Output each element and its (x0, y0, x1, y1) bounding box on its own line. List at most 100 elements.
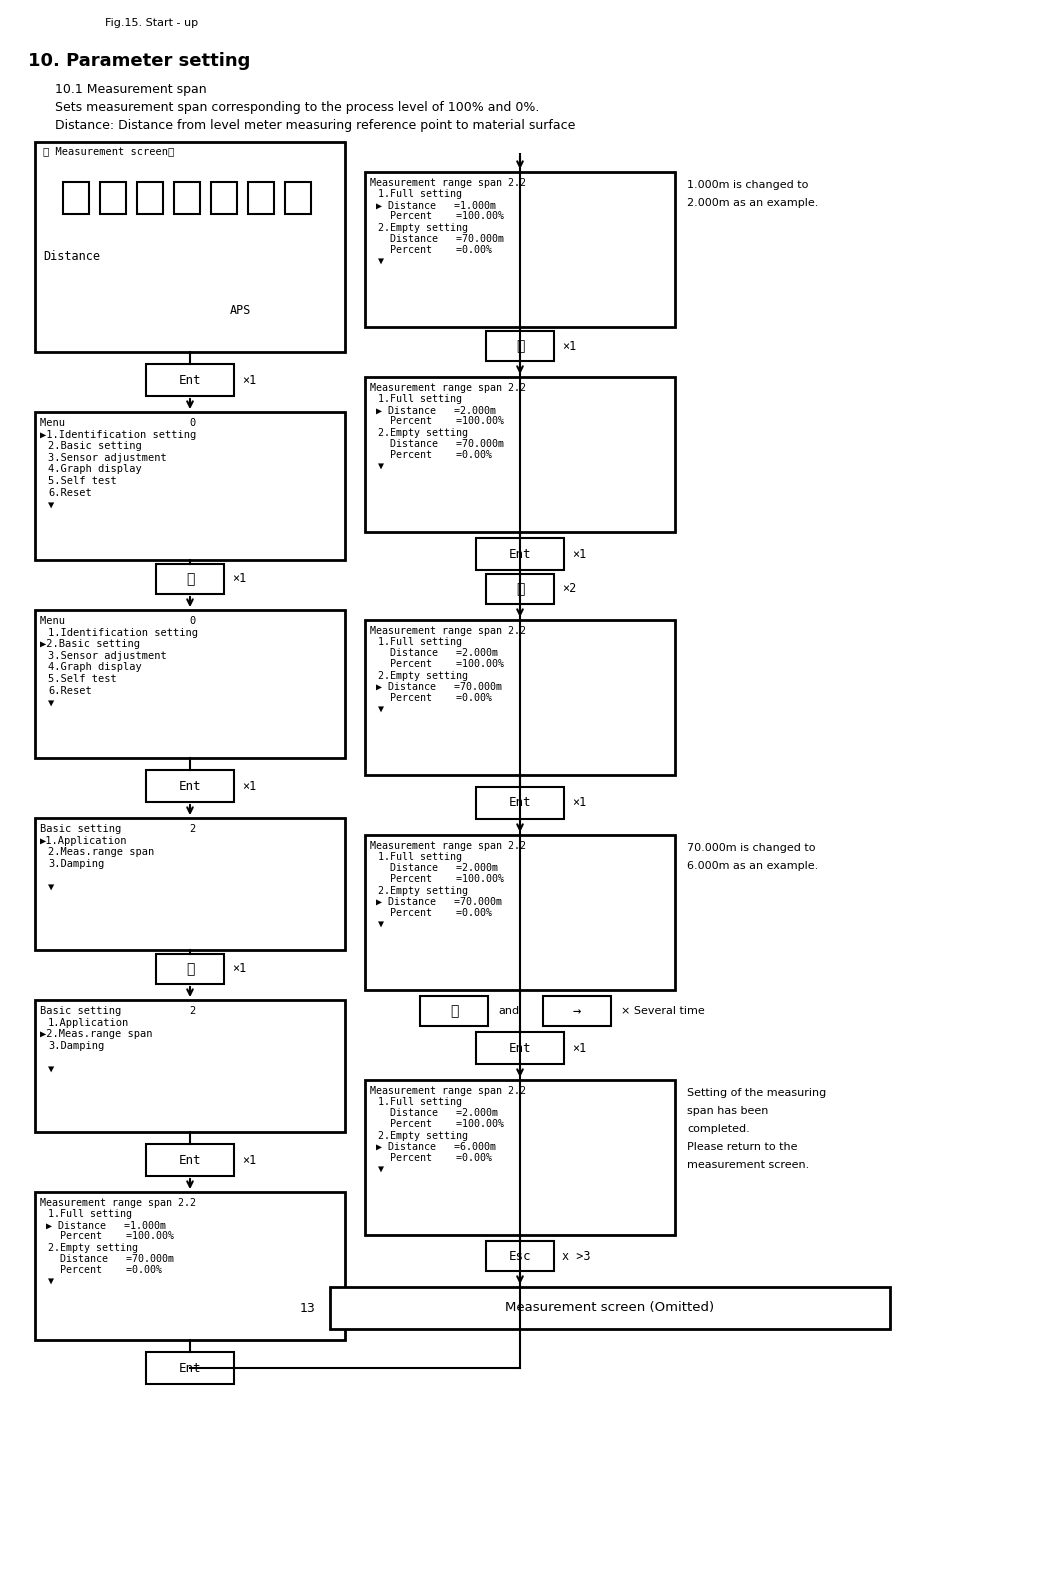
Bar (34, 141, 345, 352)
Bar (477, 538, 564, 570)
Text: 1.Full setting: 1.Full setting (48, 1209, 132, 1219)
Text: 4.Graph display: 4.Graph display (48, 465, 142, 475)
Text: Percent    =100.00%: Percent =100.00% (378, 874, 504, 884)
Bar (420, 997, 488, 1027)
Text: ▶ Distance   =70.000m: ▶ Distance =70.000m (370, 897, 502, 906)
Text: ▼: ▼ (48, 697, 54, 708)
Text: 3.Sensor adjustment: 3.Sensor adjustment (48, 452, 167, 463)
Text: Percent    =0.00%: Percent =0.00% (378, 694, 492, 703)
Text: ▶1.Identification setting: ▶1.Identification setting (40, 430, 196, 440)
Bar (365, 378, 675, 532)
Text: 2.Empty setting: 2.Empty setting (378, 427, 468, 438)
Text: Ent: Ent (509, 797, 531, 809)
Text: Percent    =0.00%: Percent =0.00% (48, 1265, 162, 1274)
Text: ▶ Distance   =2.000m: ▶ Distance =2.000m (370, 405, 496, 416)
Text: ▶ Distance   =70.000m: ▶ Distance =70.000m (370, 682, 502, 692)
Bar (477, 1032, 564, 1063)
Text: 2.Empty setting: 2.Empty setting (378, 886, 468, 895)
Text: 2.Meas.range span: 2.Meas.range span (48, 847, 155, 857)
Bar (34, 1000, 345, 1132)
Text: ＋: ＋ (449, 1005, 458, 1017)
Text: Please return to the: Please return to the (687, 1143, 797, 1152)
Text: 6.Reset: 6.Reset (48, 487, 92, 498)
Text: 1.000m is changed to: 1.000m is changed to (687, 179, 809, 190)
Text: ▶ Distance   =1.000m: ▶ Distance =1.000m (370, 200, 496, 211)
Text: Ent: Ent (179, 373, 202, 387)
Bar (34, 1192, 345, 1339)
Text: Menu                    0: Menu 0 (40, 616, 196, 625)
Text: Basic setting           2: Basic setting 2 (40, 1006, 196, 1016)
Text: Distance: Distance (43, 251, 100, 263)
Text: 2.Empty setting: 2.Empty setting (378, 671, 468, 681)
Bar (175, 183, 200, 214)
Text: ×1: ×1 (232, 962, 247, 976)
Text: Distance   =2.000m: Distance =2.000m (378, 649, 498, 659)
Text: ▼: ▼ (48, 1276, 54, 1285)
Bar (34, 609, 345, 759)
Bar (146, 770, 234, 801)
Bar (330, 1287, 890, 1328)
Text: 10. Parameter setting: 10. Parameter setting (28, 52, 251, 70)
Text: 』 Measurement screen『: 』 Measurement screen『 (43, 146, 175, 156)
Text: ▼: ▼ (378, 256, 384, 267)
Text: ▶2.Meas.range span: ▶2.Meas.range span (40, 1030, 153, 1039)
Text: ▶ Distance   =6.000m: ▶ Distance =6.000m (370, 1141, 496, 1152)
Text: ＋: ＋ (516, 340, 525, 352)
Text: Percent    =0.00%: Percent =0.00% (378, 451, 492, 460)
Text: →: → (573, 1005, 581, 1017)
Bar (63, 183, 89, 214)
Text: Percent    =100.00%: Percent =100.00% (378, 1119, 504, 1130)
Text: 1.Full setting: 1.Full setting (378, 1097, 462, 1108)
Text: measurement screen.: measurement screen. (687, 1160, 809, 1170)
Text: 1.Full setting: 1.Full setting (378, 394, 462, 405)
Text: 2.Empty setting: 2.Empty setting (378, 222, 468, 233)
Text: and: and (498, 1006, 519, 1016)
Text: 10.1 Measurement span: 10.1 Measurement span (55, 83, 207, 95)
Bar (543, 997, 611, 1027)
Text: ＋: ＋ (186, 962, 194, 976)
Bar (365, 1081, 675, 1235)
Text: 2.Basic setting: 2.Basic setting (48, 441, 142, 451)
Bar (137, 183, 163, 214)
Text: Measurement range span 2.2: Measurement range span 2.2 (40, 1198, 196, 1208)
Text: ×1: ×1 (572, 1041, 586, 1054)
Bar (211, 183, 237, 214)
Text: ▼: ▼ (48, 1065, 54, 1074)
Text: ×1: ×1 (242, 1154, 256, 1166)
Bar (365, 621, 675, 774)
Bar (285, 183, 311, 214)
Text: ▶ Distance   =1.000m: ▶ Distance =1.000m (40, 1220, 166, 1230)
Text: 1.Identification setting: 1.Identification setting (48, 627, 198, 638)
Text: ▼: ▼ (378, 1165, 384, 1174)
Text: ▼: ▼ (378, 705, 384, 714)
Text: ▼: ▼ (48, 882, 54, 892)
Bar (365, 171, 675, 327)
Bar (146, 1144, 234, 1176)
Text: ▼: ▼ (378, 462, 384, 471)
Text: ▶2.Basic setting: ▶2.Basic setting (40, 640, 140, 649)
Text: Percent    =100.00%: Percent =100.00% (48, 1232, 175, 1241)
Bar (365, 835, 675, 990)
Text: 70.000m is changed to: 70.000m is changed to (687, 843, 815, 852)
Text: Measurement range span 2.2: Measurement range span 2.2 (370, 178, 526, 187)
Text: ＋: ＋ (186, 571, 194, 586)
Text: 6.000m as an example.: 6.000m as an example. (687, 862, 818, 871)
Text: 3.Damping: 3.Damping (48, 859, 104, 868)
Text: 4.Graph display: 4.Graph display (48, 662, 142, 673)
Text: ×1: ×1 (562, 340, 576, 352)
Text: Distance: Distance from level meter measuring reference point to material surfac: Distance: Distance from level meter meas… (55, 119, 576, 132)
Bar (100, 183, 126, 214)
Text: 1.Full setting: 1.Full setting (378, 636, 462, 647)
Text: ＋: ＋ (516, 582, 525, 597)
Text: ▼: ▼ (48, 500, 54, 509)
Text: Ent: Ent (179, 779, 202, 792)
Text: 2.000m as an example.: 2.000m as an example. (687, 198, 818, 208)
Text: Basic setting           2: Basic setting 2 (40, 824, 196, 835)
Text: Distance   =2.000m: Distance =2.000m (378, 1108, 498, 1119)
Text: Ent: Ent (179, 1154, 202, 1166)
Text: 6.Reset: 6.Reset (48, 686, 92, 695)
Text: Measurement range span 2.2: Measurement range span 2.2 (370, 841, 526, 851)
Bar (248, 183, 274, 214)
Text: Percent    =100.00%: Percent =100.00% (378, 211, 504, 222)
Text: Measurement screen (Omitted): Measurement screen (Omitted) (506, 1301, 715, 1314)
